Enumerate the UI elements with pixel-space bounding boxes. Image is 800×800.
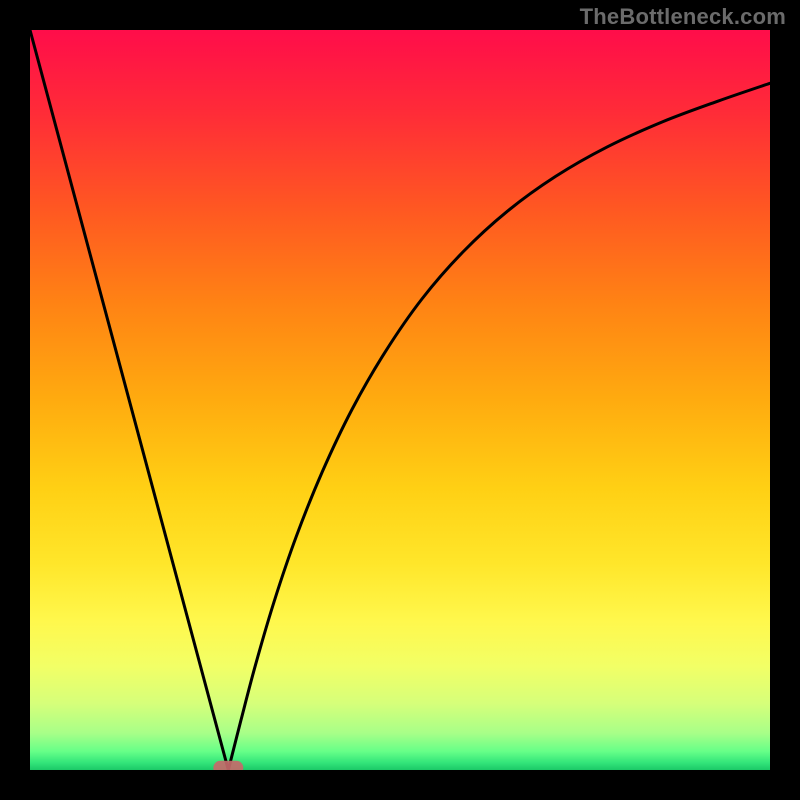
bottleneck-chart xyxy=(0,0,800,800)
plot-background xyxy=(30,30,770,770)
chart-stage: TheBottleneck.com xyxy=(0,0,800,800)
watermark-text: TheBottleneck.com xyxy=(580,4,786,30)
